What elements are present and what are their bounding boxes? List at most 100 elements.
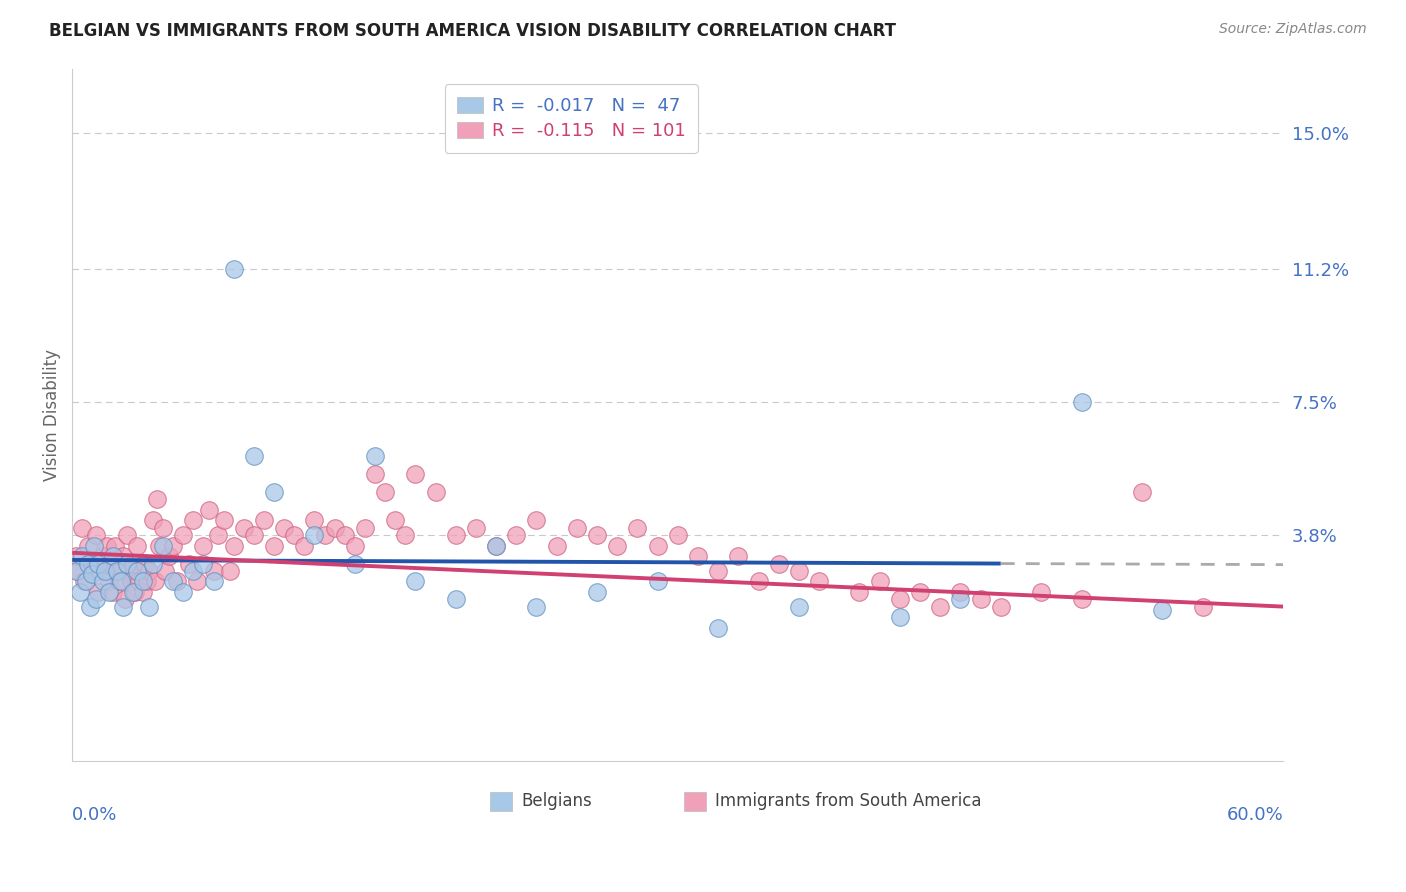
Point <box>152 539 174 553</box>
Point <box>82 567 104 582</box>
Point <box>93 564 115 578</box>
Point <box>787 564 810 578</box>
Point <box>232 521 254 535</box>
Point <box>166 574 188 589</box>
Text: Immigrants from South America: Immigrants from South America <box>716 792 981 810</box>
Point <box>72 549 94 564</box>
Point <box>425 484 447 499</box>
Point <box>138 599 160 614</box>
Point <box>647 539 669 553</box>
Point <box>79 599 101 614</box>
Point <box>118 564 141 578</box>
Point <box>565 521 588 535</box>
Point <box>606 539 628 553</box>
Point <box>73 574 96 589</box>
Point <box>65 564 87 578</box>
Point <box>848 585 870 599</box>
Point <box>157 549 180 564</box>
Point <box>65 549 87 564</box>
Point <box>101 585 124 599</box>
Point <box>908 585 931 599</box>
Point <box>949 585 972 599</box>
Point <box>77 539 100 553</box>
Point <box>333 528 356 542</box>
Text: Belgians: Belgians <box>522 792 592 810</box>
Point <box>354 521 377 535</box>
Point <box>101 549 124 564</box>
Point <box>686 549 709 564</box>
Point <box>404 467 426 481</box>
Point <box>218 564 240 578</box>
Point <box>485 539 508 553</box>
Point <box>1191 599 1213 614</box>
Point <box>114 592 136 607</box>
Point <box>808 574 831 589</box>
Point <box>647 574 669 589</box>
Point <box>132 574 155 589</box>
Point <box>153 564 176 578</box>
Point <box>283 528 305 542</box>
Point <box>121 585 143 599</box>
Point <box>72 521 94 535</box>
Point <box>374 484 396 499</box>
Point <box>93 564 115 578</box>
Point <box>193 557 215 571</box>
Point <box>87 585 110 599</box>
Point <box>485 539 508 553</box>
Point <box>243 528 266 542</box>
Point <box>111 549 134 564</box>
Point <box>105 564 128 578</box>
Point <box>263 484 285 499</box>
Point <box>172 528 194 542</box>
Point <box>97 574 120 589</box>
Point <box>69 585 91 599</box>
Point <box>323 521 346 535</box>
Point <box>105 564 128 578</box>
Point <box>343 557 366 571</box>
Point <box>193 539 215 553</box>
Point <box>138 564 160 578</box>
Point <box>444 528 467 542</box>
Text: Source: ZipAtlas.com: Source: ZipAtlas.com <box>1219 22 1367 37</box>
Bar <box>491 792 512 811</box>
Point <box>75 574 97 589</box>
Point <box>143 574 166 589</box>
Point <box>179 557 201 571</box>
Bar <box>683 792 706 811</box>
Point <box>115 557 138 571</box>
Point <box>969 592 991 607</box>
Legend: R =  -0.017   N =  47, R =  -0.115   N = 101: R = -0.017 N = 47, R = -0.115 N = 101 <box>444 85 697 153</box>
Point <box>186 574 208 589</box>
Point <box>626 521 648 535</box>
Point <box>96 539 118 553</box>
Point <box>526 599 548 614</box>
Point <box>183 564 205 578</box>
Point <box>304 514 326 528</box>
Point <box>707 621 730 635</box>
Point <box>121 557 143 571</box>
Point <box>929 599 952 614</box>
Point <box>505 528 527 542</box>
Point <box>1070 592 1092 607</box>
Point <box>526 514 548 528</box>
Point <box>364 449 387 463</box>
Point <box>132 585 155 599</box>
Point <box>465 521 488 535</box>
Point <box>586 528 609 542</box>
Point <box>125 564 148 578</box>
Point <box>1029 585 1052 599</box>
Point <box>82 557 104 571</box>
Point <box>97 585 120 599</box>
Point <box>198 502 221 516</box>
Point <box>91 549 114 564</box>
Point <box>768 557 790 571</box>
Point <box>125 539 148 553</box>
Point <box>263 539 285 553</box>
Point <box>889 592 911 607</box>
Point <box>83 539 105 553</box>
Point <box>546 539 568 553</box>
Point <box>707 564 730 578</box>
Point <box>91 574 114 589</box>
Point <box>110 574 132 589</box>
Y-axis label: Vision Disability: Vision Disability <box>44 349 60 481</box>
